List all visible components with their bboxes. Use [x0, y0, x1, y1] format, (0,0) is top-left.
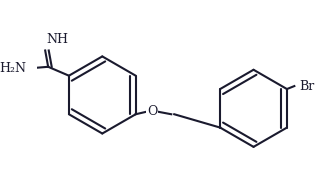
Text: O: O	[147, 105, 157, 118]
Text: Br: Br	[299, 79, 314, 93]
Text: H₂N: H₂N	[0, 62, 26, 75]
Text: NH: NH	[47, 33, 69, 46]
